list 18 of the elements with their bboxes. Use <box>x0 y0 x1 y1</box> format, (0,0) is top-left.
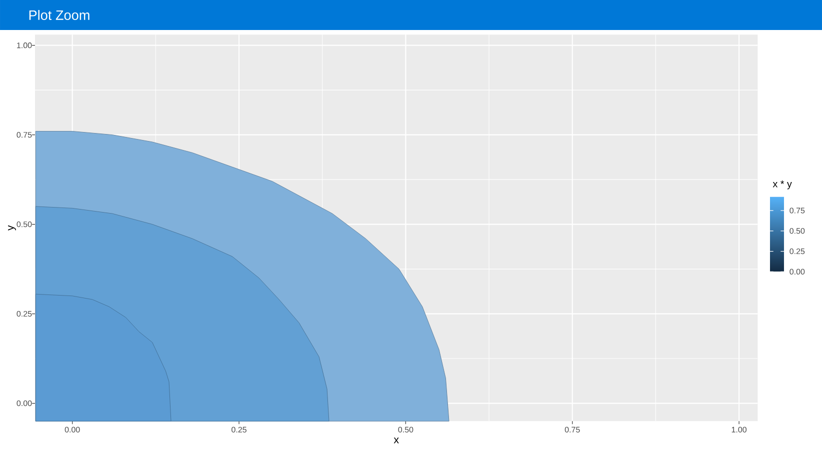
y-tick-label: 0.75 <box>16 132 32 138</box>
color-bar-label: 0.25 <box>790 248 805 254</box>
color-bar-label: 0.00 <box>790 268 805 275</box>
y-tick-label: 1.00 <box>17 42 32 48</box>
y-axis-title: y <box>8 225 16 231</box>
y-tick-label: 0.25 <box>16 310 32 317</box>
x-tick-label: 0.00 <box>64 426 80 432</box>
x-tick-label: 0.25 <box>232 426 246 432</box>
y-tick-label: 0.50 <box>16 221 32 228</box>
y-tick-label: 0.00 <box>16 400 32 406</box>
color-bar-title: x * y <box>772 180 792 190</box>
x-axis-title: x <box>394 438 399 444</box>
x-tick-label: 1.00 <box>732 426 747 432</box>
color-bar-label: 0.50 <box>790 228 805 234</box>
chart-title: Plot Zoom <box>29 10 90 20</box>
x-tick-label: 0.75 <box>564 426 580 432</box>
x-tick-label: 0.50 <box>398 426 414 432</box>
color-bar-label: 0.75 <box>790 208 805 214</box>
